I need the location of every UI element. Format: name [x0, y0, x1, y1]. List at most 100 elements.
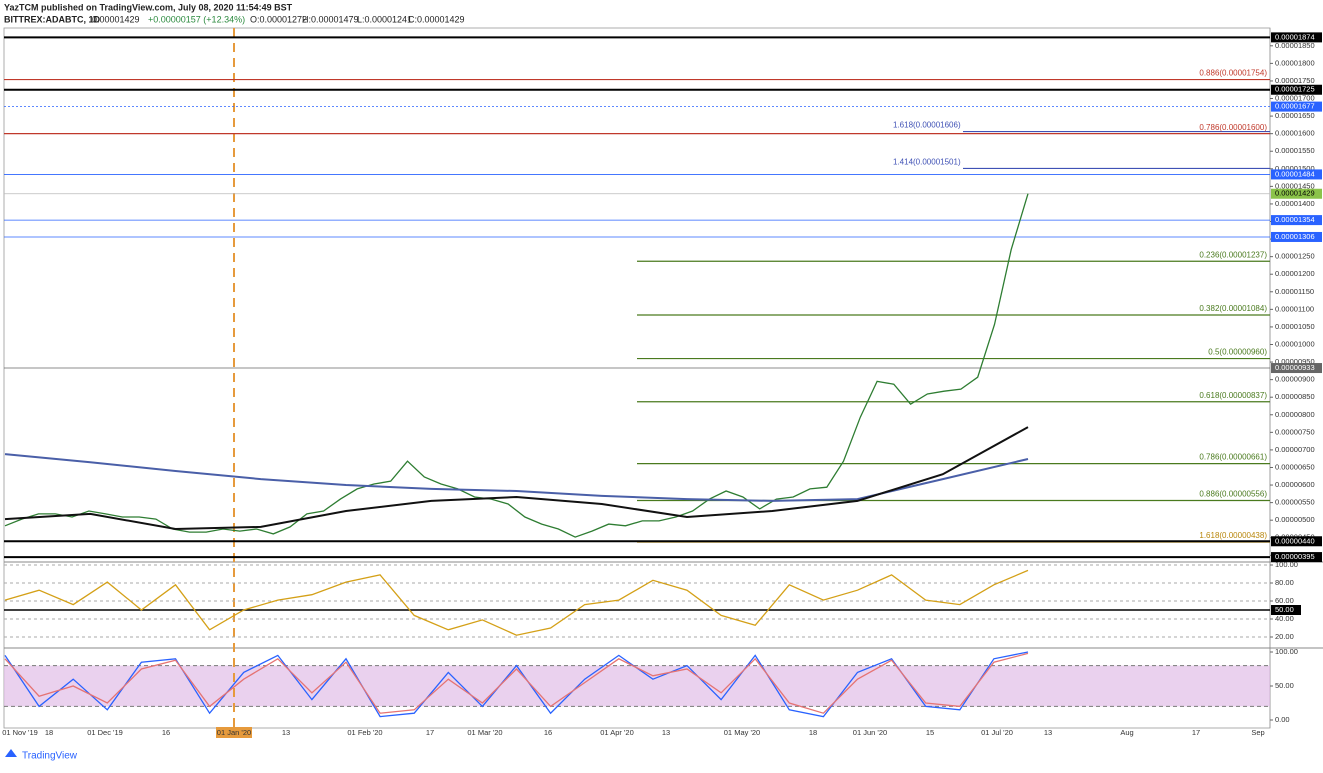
y-tick-label: 0.00000850	[1275, 392, 1315, 401]
y-tick-label: 0.00000700	[1275, 445, 1315, 454]
x-tick-label: 13	[282, 728, 290, 737]
y-tick-label: 0.00001250	[1275, 252, 1315, 261]
low: L:0.00001241	[357, 14, 412, 24]
y-tick-label: 0.00001100	[1275, 304, 1314, 313]
series-line	[4, 426, 1029, 531]
logo-icon	[5, 749, 17, 757]
close: C:0.00001429	[408, 14, 465, 24]
change: +0.00000157 (+12.34%)	[148, 14, 245, 24]
y-tick-label: 0.00000650	[1275, 462, 1315, 471]
y-tick-label: 0.00001400	[1275, 199, 1315, 208]
footer	[0, 745, 1323, 768]
y-tick-label: 0.00001600	[1275, 129, 1315, 138]
x-tick-label: 16	[544, 728, 552, 737]
price-badge	[1271, 32, 1322, 43]
y-tick-label: 0.00001850	[1275, 41, 1315, 50]
y-tick-label: 40.00	[1275, 614, 1294, 623]
date-badge	[216, 727, 252, 738]
price-badge-label: 0.00001429	[1275, 189, 1315, 198]
fib-label: 1.618(0.00001606)	[893, 121, 961, 130]
price-badge-label: 0.00001484	[1275, 169, 1315, 178]
publisher: YazTCM published on TradingView.com, Jul…	[4, 2, 293, 12]
fib-label: 0.236(0.00001237)	[1199, 250, 1267, 259]
price-badge	[1271, 188, 1322, 199]
x-tick-label: 01 Feb '20	[347, 728, 382, 737]
price-badge	[1271, 215, 1322, 226]
y-tick-label: 0.00000800	[1275, 410, 1315, 419]
y-tick-label: 0.00001550	[1275, 146, 1315, 155]
price-badge-label: 0.00001677	[1275, 102, 1315, 111]
marker-label: 50.00	[1275, 605, 1294, 614]
y-tick-label: 50.00	[1275, 681, 1294, 690]
fib-label: 0.618(0.00000837)	[1199, 391, 1267, 400]
x-tick-label: 01 Jun '20	[853, 728, 887, 737]
price-badge-label: 0.00001354	[1275, 215, 1315, 224]
x-tick-label: 01 Dec '19	[87, 728, 123, 737]
x-tick-label: 01 Jan '20	[217, 728, 251, 737]
x-tick-label: 17	[1192, 728, 1200, 737]
y-tick-label: 0.00000900	[1275, 375, 1315, 384]
y-tick-label: 80.00	[1275, 578, 1294, 587]
price-badge-label: 0.00001725	[1275, 85, 1315, 94]
price-badge	[1271, 169, 1322, 180]
series-line	[4, 652, 1029, 714]
price-badge-label: 0.00000395	[1275, 552, 1315, 561]
logo-text: TradingView	[22, 751, 78, 762]
price-badge-label: 0.00001874	[1275, 32, 1315, 41]
price-badge	[1271, 552, 1322, 563]
x-tick-label: 17	[426, 728, 434, 737]
y-tick-label: 0.00000950	[1275, 357, 1315, 366]
x-tick-label: 01 Nov '19	[2, 728, 38, 737]
y-tick-label: 0.00001750	[1275, 76, 1315, 85]
price-badge	[1271, 101, 1322, 112]
series-line	[4, 651, 1029, 718]
fib-label: 0.382(0.00001084)	[1199, 304, 1267, 313]
x-tick-label: Sep	[1251, 728, 1264, 737]
x-tick-label: 13	[1044, 728, 1052, 737]
symbol: BITTREX:ADABTC, 1D	[4, 14, 100, 24]
y-tick-label: 0.00	[1275, 715, 1290, 724]
series-line	[4, 453, 1029, 502]
y-tick-label: 0.00001500	[1275, 164, 1315, 173]
y-tick-label: 0.00001150	[1275, 287, 1314, 296]
price-badge	[1271, 536, 1322, 547]
x-tick-label: Aug	[1120, 728, 1133, 737]
fib-label: 0.886(0.00000556)	[1199, 490, 1267, 499]
marker-badge	[1271, 605, 1301, 615]
stoch-band	[4, 665, 1270, 707]
y-tick-label: 0.00000500	[1275, 515, 1315, 524]
x-tick-label: 13	[662, 728, 670, 737]
fib-label: 0.786(0.00001600)	[1199, 123, 1267, 132]
open: O:0.00001272	[250, 14, 307, 24]
y-tick-label: 0.00001700	[1275, 94, 1315, 103]
last-price: 0.00001429	[92, 14, 140, 24]
y-tick-label: 60.00	[1275, 596, 1294, 605]
x-tick-label: 01 May '20	[724, 728, 760, 737]
series-line	[4, 569, 1029, 636]
fib-label: 0.886(0.00001754)	[1199, 69, 1267, 78]
price-badge-label: 0.00000933	[1275, 363, 1315, 372]
y-tick-label: 0.00001450	[1275, 181, 1315, 190]
y-tick-label: 0.00001000	[1275, 339, 1315, 348]
y-tick-label: 0.00001650	[1275, 111, 1315, 120]
y-tick-label: 0.00000600	[1275, 480, 1315, 489]
x-tick-label: 18	[809, 728, 817, 737]
fib-label: 0.5(0.00000960)	[1208, 348, 1267, 357]
y-tick-label: 0.00000750	[1275, 427, 1315, 436]
y-tick-label: 0.00001800	[1275, 58, 1315, 67]
y-tick-label: 100.00	[1275, 560, 1298, 569]
y-tick-label: 100.00	[1275, 647, 1298, 656]
fib-label: 1.618(0.00000438)	[1199, 531, 1267, 540]
price-badge	[1271, 231, 1322, 242]
fib-label: 0.786(0.00000661)	[1199, 453, 1267, 462]
price-badge	[1271, 363, 1322, 374]
y-tick-label: 0.00001050	[1275, 322, 1315, 331]
y-tick-label: 0.00001200	[1275, 269, 1315, 278]
x-tick-label: 15	[926, 728, 934, 737]
price-badge-label: 0.00001306	[1275, 232, 1315, 241]
fib-label: 1.414(0.00001501)	[893, 158, 961, 167]
y-tick-label: 0.00000550	[1275, 498, 1315, 507]
x-tick-label: 16	[162, 728, 170, 737]
